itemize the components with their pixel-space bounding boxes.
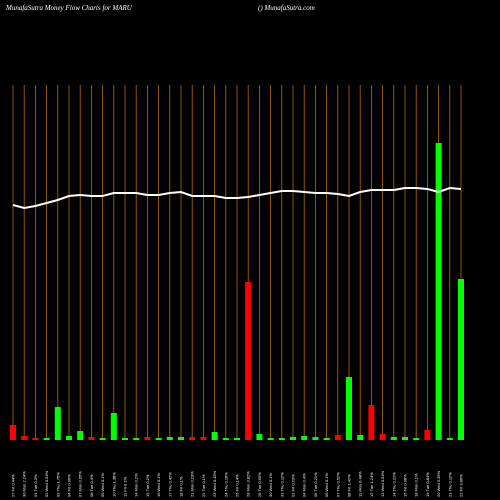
- x-tick-label: 30 Wed 0.1%: [268, 473, 273, 497]
- bar: [66, 436, 72, 440]
- x-tick-label: 27 Fri 0.44%: [11, 474, 16, 497]
- bar: [189, 437, 196, 440]
- x-tick-label: 08 Fri 1.42%: [347, 474, 352, 497]
- x-tick-label: 09 Wed 0.1%: [100, 473, 105, 497]
- x-tick-label: 04 Fri 0.36%: [67, 474, 72, 497]
- bar: [200, 437, 207, 440]
- x-tick-label: 08 Tue 0.4%: [89, 474, 94, 497]
- x-tick-label: 25 Fri 0.14%: [235, 474, 240, 497]
- x-tick-label: 18 Fri 0.1%: [179, 476, 184, 497]
- x-tick-label: 15 Fri 0.38%: [403, 474, 408, 497]
- x-tick-label: 07 Thu 0.52%: [335, 472, 340, 497]
- bar: [346, 377, 352, 440]
- chart-title: MunafaSutra Money Flow Charts for MARU: [5, 4, 133, 12]
- x-tick-label: 10 Thu 1.38%: [111, 472, 116, 497]
- bar: [334, 435, 341, 440]
- bar: [424, 430, 431, 440]
- bar: [379, 434, 386, 440]
- bar: [122, 438, 128, 440]
- x-tick-label: 05 Tue 0.21%: [313, 472, 318, 497]
- bar: [357, 435, 364, 440]
- x-tick-label: 24 Thu 0.16%: [223, 472, 228, 497]
- x-tick-label: 16 Wed 0.1%: [156, 473, 161, 497]
- x-tick-label: 20 Wed 5.35%: [436, 470, 441, 497]
- bar: [234, 438, 240, 440]
- bar: [133, 438, 140, 440]
- bar: [267, 438, 274, 440]
- price-line: [12, 186, 462, 210]
- bar: [99, 438, 106, 440]
- bar: [245, 282, 252, 440]
- x-tick-label: 03 Thu 1.75%: [55, 472, 60, 497]
- bar: [446, 438, 453, 440]
- x-tick-label: 22 Tue 0.1%: [201, 474, 206, 497]
- chart-subtitle: () MunafaSutra.com: [258, 4, 315, 12]
- bar: [390, 437, 397, 440]
- x-tick-label: 15 Tue 0.2%: [145, 474, 150, 497]
- x-tick-label: 17 Thu 0.42%: [167, 472, 172, 497]
- bar: [166, 437, 173, 440]
- x-tick-label: 11 Mon 0.48%: [358, 471, 363, 497]
- bar: [413, 438, 420, 440]
- x-tick-label: 07 Mon 0.65%: [78, 471, 83, 497]
- x-tick-label: 21 Thu 0.12%: [447, 472, 452, 497]
- x-tick-label: 30 Mon 2.24%: [22, 471, 27, 497]
- bar: [278, 438, 285, 440]
- bar: [88, 437, 95, 440]
- bar: [323, 438, 330, 440]
- bar: [54, 407, 61, 440]
- x-tick-label: 19 Tue 0.84%: [425, 472, 430, 497]
- bar: [211, 432, 218, 440]
- bar: [110, 413, 117, 440]
- x-tick-label: 06 Wed 0.1%: [324, 473, 329, 497]
- x-tick-label: 22 Fri 3.86%: [459, 474, 464, 497]
- x-tick-label: 12 Tue 1.24%: [369, 472, 374, 497]
- bar: [155, 438, 162, 440]
- x-tick-label: 04 Mon 0.4%: [302, 473, 307, 497]
- bar: [43, 438, 50, 440]
- x-tick-label: 14 Thu 0.22%: [391, 472, 396, 497]
- bar: [458, 279, 464, 440]
- bar: [256, 434, 263, 440]
- bar: [222, 438, 229, 440]
- x-tick-label: 23 Wed 0.45%: [212, 470, 217, 497]
- x-tick-label: 13 Wed 0.54%: [380, 470, 385, 497]
- bar: [144, 437, 151, 440]
- x-tick-label: 01 Fri 0.23%: [291, 474, 296, 497]
- bar: [368, 405, 375, 440]
- x-tick-label: 28 Mon 3.82%: [246, 471, 251, 497]
- x-tick-label: 31 Thu 0.12%: [279, 472, 284, 497]
- x-tick-label: 14 Mon 0.2%: [134, 473, 139, 497]
- bar: [312, 437, 319, 440]
- bar: [435, 143, 442, 440]
- bar: [402, 437, 408, 440]
- x-tick-label: 29 Tue 0.65%: [257, 472, 262, 497]
- bar: [301, 436, 308, 440]
- bar: [178, 437, 184, 440]
- bar: [77, 431, 84, 440]
- bar: [32, 438, 39, 440]
- x-tick-label: 02 Wed 0.54%: [44, 470, 49, 497]
- x-tick-label: 11 Fri 0.1%: [123, 476, 128, 497]
- bar: [290, 437, 296, 440]
- x-tick-label: 01 Tue 0.3%: [33, 474, 38, 497]
- x-tick-label: 18 Mon 0.1%: [414, 473, 419, 497]
- bar: [10, 425, 16, 440]
- bar: [21, 436, 28, 440]
- x-tick-label: 21 Mon 0.23%: [190, 471, 195, 497]
